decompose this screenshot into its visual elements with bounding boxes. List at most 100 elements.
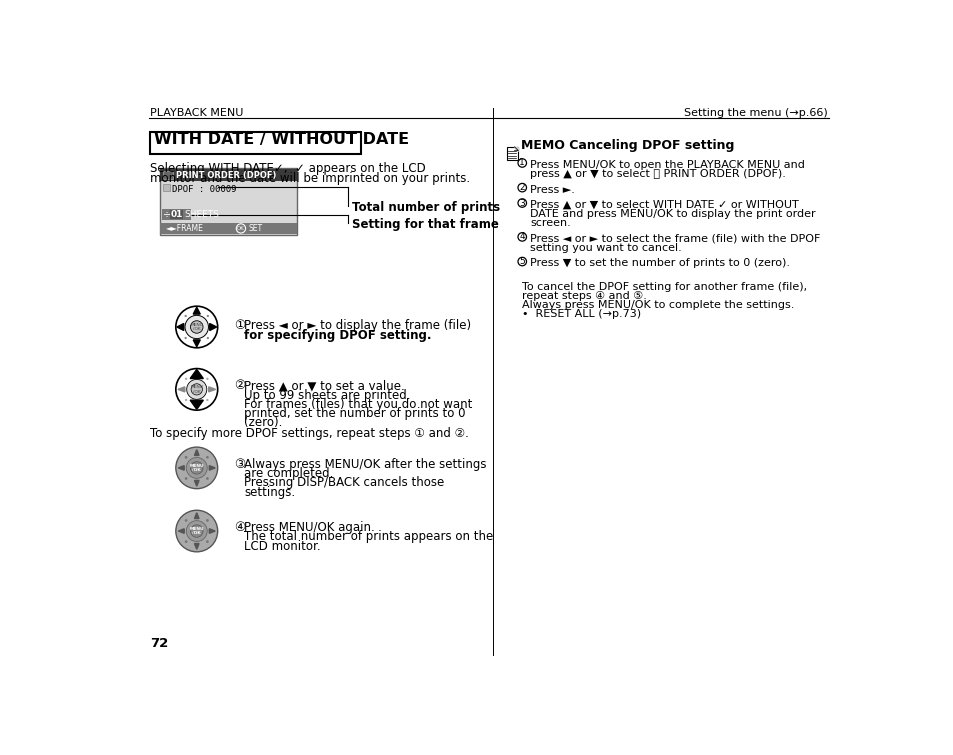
Text: 5: 5 bbox=[518, 257, 524, 266]
Text: LCD monitor.: LCD monitor. bbox=[244, 540, 320, 553]
Text: screen.: screen. bbox=[530, 218, 570, 229]
Circle shape bbox=[191, 525, 203, 538]
Polygon shape bbox=[194, 544, 199, 550]
Circle shape bbox=[187, 379, 207, 399]
Text: 2: 2 bbox=[518, 183, 524, 192]
Text: printed, set the number of prints to 0: printed, set the number of prints to 0 bbox=[244, 407, 465, 420]
Text: PLAYBACK MENU: PLAYBACK MENU bbox=[150, 107, 243, 118]
Circle shape bbox=[175, 307, 217, 348]
Text: ③: ③ bbox=[233, 458, 245, 471]
Polygon shape bbox=[210, 323, 216, 331]
Text: MENU
/OK: MENU /OK bbox=[190, 385, 203, 393]
Text: WITH DATE / WITHOUT DATE: WITH DATE / WITHOUT DATE bbox=[154, 131, 409, 146]
Circle shape bbox=[185, 519, 188, 522]
Polygon shape bbox=[190, 369, 203, 378]
Text: Setting the menu (→p.66): Setting the menu (→p.66) bbox=[683, 107, 827, 118]
Circle shape bbox=[206, 399, 209, 401]
Text: ②: ② bbox=[233, 379, 245, 393]
Circle shape bbox=[191, 461, 203, 474]
Polygon shape bbox=[194, 480, 199, 486]
Circle shape bbox=[185, 456, 188, 459]
Text: To cancel the DPOF setting for another frame (file),: To cancel the DPOF setting for another f… bbox=[521, 282, 806, 291]
Text: Total number of prints: Total number of prints bbox=[352, 201, 499, 214]
Circle shape bbox=[206, 477, 209, 480]
Text: for specifying DPOF setting.: for specifying DPOF setting. bbox=[244, 328, 431, 341]
Text: settings.: settings. bbox=[244, 485, 294, 498]
Polygon shape bbox=[177, 387, 185, 392]
Circle shape bbox=[184, 315, 187, 317]
Circle shape bbox=[185, 378, 187, 380]
Circle shape bbox=[206, 456, 209, 459]
Text: Pressing DISP/BACK cancels those: Pressing DISP/BACK cancels those bbox=[244, 476, 444, 489]
FancyBboxPatch shape bbox=[506, 146, 517, 160]
Text: ①: ① bbox=[233, 319, 245, 332]
Text: •  RESET ALL (→p.73): • RESET ALL (→p.73) bbox=[521, 310, 640, 319]
Text: 72: 72 bbox=[150, 637, 169, 650]
Circle shape bbox=[175, 510, 217, 552]
Text: For frames (files) that you do not want: For frames (files) that you do not want bbox=[244, 398, 472, 411]
Text: MENU
/OK: MENU /OK bbox=[190, 464, 204, 472]
Text: Press MENU/OK again.: Press MENU/OK again. bbox=[244, 521, 375, 534]
FancyBboxPatch shape bbox=[162, 183, 170, 191]
Circle shape bbox=[191, 321, 203, 333]
Polygon shape bbox=[194, 513, 199, 519]
Text: Always press MENU/OK after the settings: Always press MENU/OK after the settings bbox=[244, 458, 486, 471]
Circle shape bbox=[206, 541, 209, 543]
Text: Press ▲ or ▼ to set a value.: Press ▲ or ▼ to set a value. bbox=[244, 379, 404, 393]
Polygon shape bbox=[209, 387, 215, 392]
Text: 4: 4 bbox=[518, 233, 524, 242]
Text: Press ▼ to set the number of prints to 0 (zero).: Press ▼ to set the number of prints to 0… bbox=[530, 258, 789, 269]
Text: are completed.: are completed. bbox=[244, 467, 333, 480]
Polygon shape bbox=[193, 340, 200, 347]
Text: ÷: ÷ bbox=[162, 210, 171, 220]
Text: OK: OK bbox=[236, 226, 245, 231]
Text: SET: SET bbox=[249, 224, 262, 233]
Polygon shape bbox=[514, 146, 517, 151]
Text: press ▲ or ▼ to select ⎙ PRINT ORDER (DPOF).: press ▲ or ▼ to select ⎙ PRINT ORDER (DP… bbox=[530, 169, 785, 179]
Circle shape bbox=[186, 458, 207, 479]
Circle shape bbox=[185, 316, 209, 339]
Circle shape bbox=[184, 337, 187, 339]
Circle shape bbox=[191, 384, 202, 395]
Polygon shape bbox=[178, 466, 184, 470]
Polygon shape bbox=[209, 528, 215, 533]
Circle shape bbox=[185, 477, 188, 480]
FancyBboxPatch shape bbox=[159, 168, 297, 236]
FancyBboxPatch shape bbox=[150, 132, 360, 154]
Text: The total number of prints appears on the: The total number of prints appears on th… bbox=[244, 530, 493, 544]
Circle shape bbox=[186, 521, 207, 541]
Circle shape bbox=[207, 315, 209, 317]
Text: Setting for that frame: Setting for that frame bbox=[352, 217, 498, 230]
Polygon shape bbox=[193, 307, 200, 314]
Text: DATE and press MENU/OK to display the print order: DATE and press MENU/OK to display the pr… bbox=[530, 209, 815, 219]
FancyBboxPatch shape bbox=[162, 209, 192, 220]
Text: Press ◄ or ► to display the frame (file): Press ◄ or ► to display the frame (file) bbox=[244, 319, 471, 332]
Text: repeat steps ④ and ⑤.: repeat steps ④ and ⑤. bbox=[521, 291, 646, 300]
Text: Always press MENU/OK to complete the settings.: Always press MENU/OK to complete the set… bbox=[521, 300, 794, 310]
Polygon shape bbox=[190, 400, 203, 409]
Text: Press ◄ or ► to select the frame (file) with the DPOF: Press ◄ or ► to select the frame (file) … bbox=[530, 234, 820, 244]
Text: setting you want to cancel.: setting you want to cancel. bbox=[530, 243, 681, 253]
Text: SHEETS: SHEETS bbox=[184, 210, 219, 219]
FancyBboxPatch shape bbox=[171, 210, 183, 219]
Polygon shape bbox=[176, 323, 184, 331]
Polygon shape bbox=[194, 450, 199, 455]
Text: 1: 1 bbox=[518, 159, 524, 168]
Circle shape bbox=[185, 399, 187, 401]
Text: Press ▲ or ▼ to select WITH DATE ✓ or WITHOUT: Press ▲ or ▼ to select WITH DATE ✓ or WI… bbox=[530, 200, 798, 210]
Text: MENU
/OK: MENU /OK bbox=[190, 527, 204, 535]
Circle shape bbox=[206, 519, 209, 522]
Text: PRINT ORDER (DPOF): PRINT ORDER (DPOF) bbox=[175, 171, 276, 180]
Polygon shape bbox=[178, 528, 184, 533]
Text: ◄►FRAME: ◄►FRAME bbox=[166, 224, 203, 233]
Text: MEMO Canceling DPOF setting: MEMO Canceling DPOF setting bbox=[520, 139, 733, 152]
Text: (zero).: (zero). bbox=[244, 416, 282, 430]
Circle shape bbox=[206, 378, 209, 380]
Text: Up to 99 sheets are printed.: Up to 99 sheets are printed. bbox=[244, 389, 410, 402]
Circle shape bbox=[175, 368, 217, 410]
Text: 01: 01 bbox=[171, 210, 183, 219]
Text: Press MENU/OK to open the PLAYBACK MENU and: Press MENU/OK to open the PLAYBACK MENU … bbox=[530, 160, 804, 170]
Circle shape bbox=[175, 447, 217, 488]
FancyBboxPatch shape bbox=[160, 169, 296, 180]
Circle shape bbox=[185, 541, 188, 543]
